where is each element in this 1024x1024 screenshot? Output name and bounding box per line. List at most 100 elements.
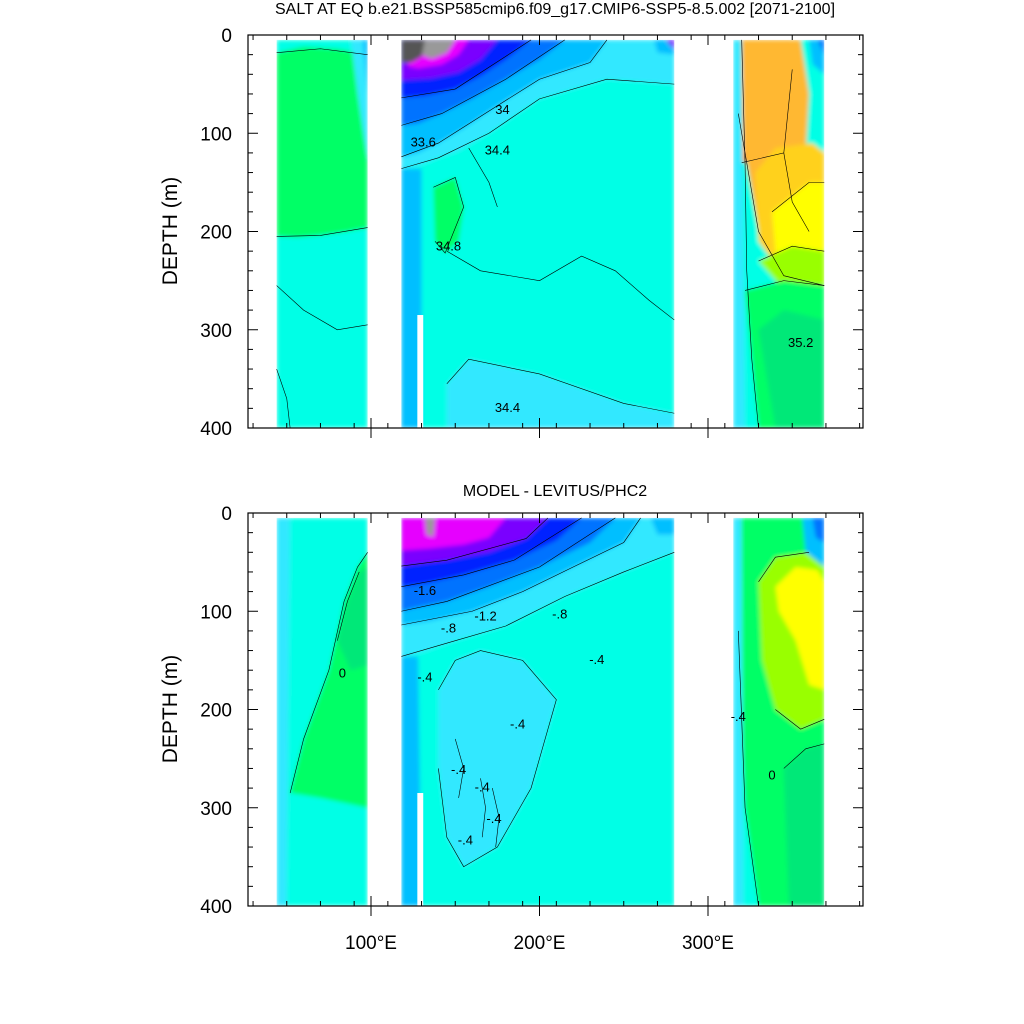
contour-line [401,39,608,158]
contour-line [775,709,825,730]
contour-line [758,552,810,582]
contour-line [454,738,464,798]
contour-label: -1.2 [474,609,496,624]
contour-line [401,39,565,126]
difference-panel: MODEL - LEVITUS/PHC2 -1.6 -1.2 -.8 -.8 -.4 0 -… [159,483,864,954]
contour-label: -.8 [441,620,456,635]
x-tick-label: 300°E [682,933,734,954]
axis-ticks [248,34,863,438]
salinity-region [446,359,675,428]
salinity-region [424,517,436,537]
contour-label: 0 [339,666,346,681]
contour-line [401,78,675,169]
y-tick-label: 0 [221,504,232,525]
contour-line [468,147,498,208]
salinity-region [758,310,825,428]
contour-label: -.4 [458,833,473,848]
salinity-region [276,517,291,906]
panel-title: MODEL - LEVITUS/PHC2 [463,483,647,500]
contour-line [771,182,825,213]
salinity-region [362,39,368,94]
salinity-region [733,517,744,906]
plot-area [248,35,863,428]
salinity-region [337,567,368,671]
contour-line [401,552,675,657]
color-field [276,517,825,906]
surface-gap [248,35,863,40]
contour-line [276,285,368,331]
contour-line [289,552,368,794]
salinity-region [433,177,464,254]
panel-title: SALT AT EQ b.e21.BSSP585cmip6.f09_g17.CM… [275,1,835,18]
y-axis-label: DEPTH (m) [159,655,182,764]
contour-label: -1.6 [414,583,436,598]
contour-line [738,113,825,286]
y-tick-label: 200 [200,223,232,244]
land-gap [367,35,402,428]
salinity-region [401,39,425,63]
contour-line [433,177,464,254]
contour-line [401,517,616,612]
salinity-panel: SALT AT EQ b.e21.BSSP585cmip6.f09_g17.CM… [159,1,864,440]
contour-label: -.8 [552,607,567,622]
y-tick-label: 300 [200,321,232,342]
contour-line [492,788,500,848]
contour-label: -.4 [451,762,466,777]
contour-line [741,39,759,428]
land-gap [674,35,734,428]
contour-label: 34.8 [436,239,461,254]
contour-line [276,368,291,428]
contour-label: -.4 [510,717,525,732]
contour-lines [289,517,825,906]
salinity-region [665,39,675,50]
salinity-region [812,517,825,543]
land-gap [674,513,734,906]
salinity-region [809,39,825,75]
contour-line [738,630,759,906]
contour-label: -.4 [475,780,490,795]
y-tick-label: 100 [200,602,232,623]
contour-label: -.4 [731,709,746,724]
salinity-region [276,46,368,238]
contour-line [744,280,825,291]
y-tick-label: 400 [200,419,232,440]
x-tick-label: 100°E [345,933,397,954]
land-gap [417,793,424,906]
y-tick-label: 100 [200,124,232,145]
salinity-region [775,567,825,690]
contour-line [401,517,582,587]
x-tick-label: 200°E [514,933,566,954]
plot-area [248,513,863,906]
contour-label: 34 [495,102,509,117]
salinity-region [783,743,825,906]
land-gap [367,513,402,906]
contour-line [276,48,368,55]
salinity-region [817,39,825,55]
contour-label: 35.2 [788,335,813,350]
salinity-region [401,168,422,428]
contour-labels: 34 33.6 34.4 34.8 35.2 34.4 [411,102,814,415]
salinity-region [650,517,675,535]
contour-line [401,39,532,99]
axis-ticks [248,512,863,916]
salinity-region [438,650,557,867]
y-tick-label: 300 [200,799,232,820]
contour-line [741,69,793,164]
y-tick-label: 200 [200,701,232,722]
contour-line [401,517,549,567]
contour-line [480,778,486,838]
salinity-region [401,656,422,906]
contour-line [783,152,810,232]
contour-line [337,571,360,641]
contour-line [758,245,825,262]
y-tick-label: 400 [200,897,232,918]
contour-label: 33.6 [411,135,436,150]
x-tick-labels: 100°E 200°E 300°E [345,933,734,954]
contour-label: -.4 [589,652,604,667]
surface-gap [248,513,863,518]
contour-label: 34.4 [495,400,520,415]
y-tick-labels: 0 100 200 300 400 [200,26,232,440]
contour-line [438,650,557,868]
salinity-region [421,39,456,59]
